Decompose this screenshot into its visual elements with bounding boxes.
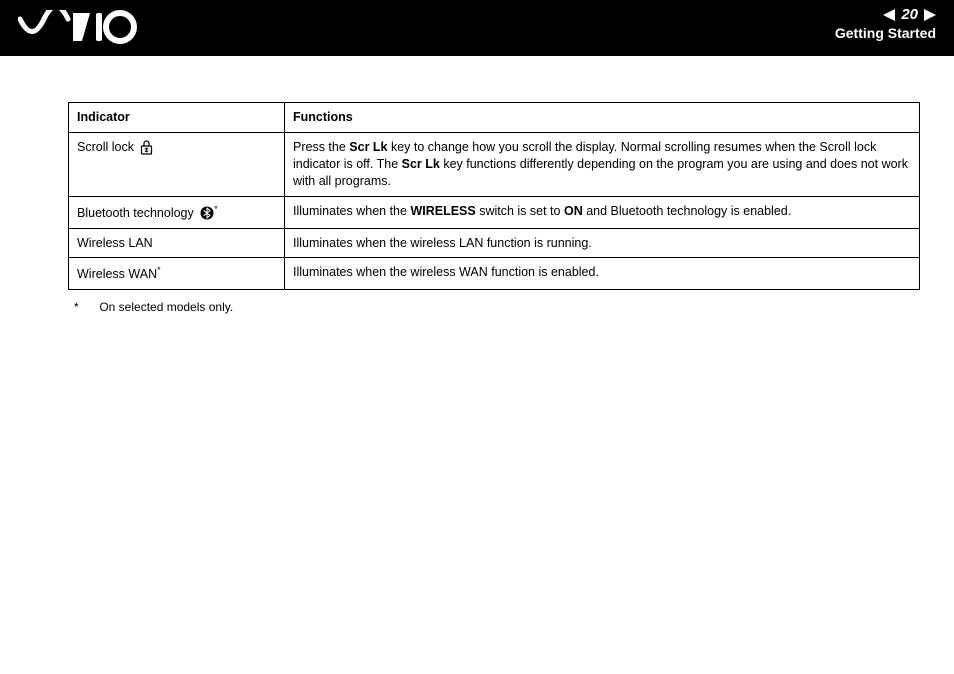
table-header-row: Indicator Functions	[69, 103, 920, 133]
table-row: Wireless WAN*Illuminates when the wirele…	[69, 258, 920, 290]
function-cell: Press the Scr Lk key to change how you s…	[285, 132, 920, 196]
col-header-functions: Functions	[285, 103, 920, 133]
next-page-arrow-icon[interactable]	[924, 9, 936, 21]
page-nav: 20	[835, 6, 936, 23]
asterisk: *	[157, 265, 161, 275]
header-right: 20 Getting Started	[835, 6, 936, 41]
function-cell: Illuminates when the WIRELESS switch is …	[285, 196, 920, 228]
bold-text: WIRELESS	[410, 204, 475, 218]
indicator-cell: Wireless LAN	[69, 228, 285, 258]
table-row: Scroll lock Press the Scr Lk key to chan…	[69, 132, 920, 196]
page-content: Indicator Functions Scroll lock Press th…	[0, 56, 954, 314]
indicator-label: Scroll lock	[77, 140, 134, 154]
bluetooth-icon	[200, 206, 214, 220]
page-header: 20 Getting Started	[0, 0, 954, 56]
table-row: Bluetooth technology *Illuminates when t…	[69, 196, 920, 228]
bold-text: ON	[564, 204, 583, 218]
function-cell: Illuminates when the wireless WAN functi…	[285, 258, 920, 290]
prev-page-arrow-icon[interactable]	[883, 9, 895, 21]
bold-text: Scr Lk	[349, 140, 387, 154]
scroll-lock-icon	[140, 140, 153, 155]
indicator-label: Bluetooth technology	[77, 206, 194, 220]
indicator-cell: Scroll lock	[69, 132, 285, 196]
indicator-cell: Bluetooth technology *	[69, 196, 285, 228]
footnote: * On selected models only.	[68, 300, 920, 314]
indicator-label: Wireless LAN	[77, 236, 153, 250]
asterisk: *	[214, 204, 218, 214]
page-number: 20	[901, 6, 918, 23]
function-cell: Illuminates when the wireless LAN functi…	[285, 228, 920, 258]
section-title: Getting Started	[835, 25, 936, 41]
indicator-label: Wireless WAN	[77, 268, 157, 282]
indicator-cell: Wireless WAN*	[69, 258, 285, 290]
footnote-text: On selected models only.	[99, 300, 233, 314]
vaio-logo	[18, 10, 138, 49]
footnote-symbol: *	[74, 300, 96, 314]
table-row: Wireless LAN Illuminates when the wireles…	[69, 228, 920, 258]
col-header-indicator: Indicator	[69, 103, 285, 133]
bold-text: Scr Lk	[402, 157, 440, 171]
indicator-table: Indicator Functions Scroll lock Press th…	[68, 102, 920, 290]
